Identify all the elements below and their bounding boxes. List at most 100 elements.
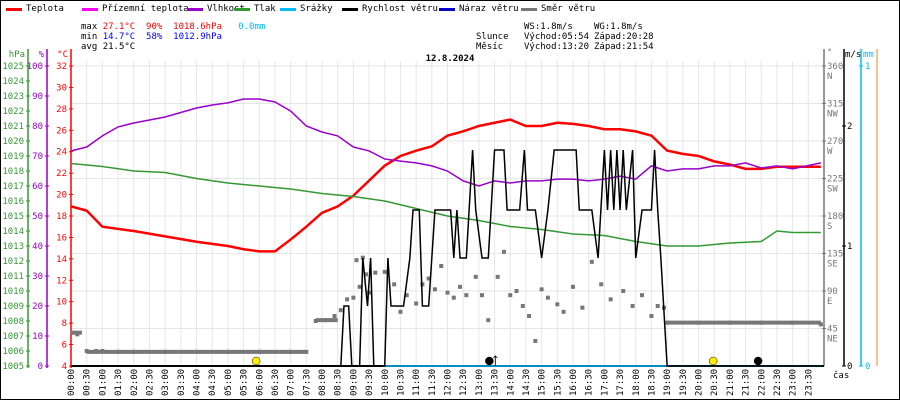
moonrise-time: Východ:13:20 [524, 42, 590, 52]
wind-direction-point [539, 287, 544, 292]
x-tick-label: 16:30 [585, 369, 595, 396]
pressure-tick-label: 1006 [2, 347, 24, 357]
wind-direction-point [555, 302, 560, 307]
x-tick-label: 19:30 [679, 369, 689, 396]
x-tick-label: 04:30 [208, 369, 218, 396]
x-tick-label: 02:00 [130, 369, 140, 396]
x-tick-label: 20:30 [710, 369, 720, 396]
temperature-tick-label: 4 [62, 362, 67, 372]
moonset-marker [753, 356, 763, 366]
wind-direction-point [561, 309, 566, 314]
pressure-tick-label: 1009 [2, 302, 24, 312]
wind-direction-point [382, 269, 387, 274]
pressure-tick-label: 1017 [2, 182, 24, 192]
pressure-tick-label: 1013 [2, 242, 24, 252]
x-tick-label: 07:30 [302, 369, 312, 396]
rain-tick-label: 1 [865, 62, 870, 72]
wind-direction-point [480, 293, 485, 298]
direction-compass-label: W [827, 147, 833, 157]
x-tick-label: 10:30 [396, 369, 406, 396]
x-tick-label: 13:00 [475, 369, 485, 396]
avg-label: avg [81, 42, 98, 52]
temperature-tick-label: 12 [56, 276, 67, 286]
temperature-tick-label: 30 [56, 83, 67, 93]
sunrise-marker [251, 356, 261, 366]
pressure-tick-label: 1010 [2, 287, 24, 297]
x-tick-label: 00:30 [83, 369, 93, 396]
temperature-tick-label: 8 [62, 319, 67, 329]
temperature-axis-unit: °C [57, 50, 68, 60]
max-pressure: 1018.6hPa [173, 22, 222, 32]
x-tick-label: 01:30 [114, 369, 124, 396]
max-rain: 0.0mm [238, 22, 266, 32]
x-tick-label: 18:00 [632, 369, 642, 396]
wind-direction-point [398, 309, 403, 314]
direction-tick-label: 45 [827, 325, 838, 335]
direction-tick-label: 270 [827, 137, 843, 147]
rain-tick-label: 0 [865, 362, 870, 372]
direction-axis-unit: ° [827, 48, 832, 58]
wind-direction-point [486, 318, 491, 323]
pressure-tick-label: 1015 [2, 212, 24, 222]
temperature-tick-label: 32 [56, 62, 67, 72]
max-humidity: 90% [146, 22, 163, 32]
direction-compass-label: SW [827, 185, 838, 195]
x-tick-label: 08:30 [334, 369, 344, 396]
direction-compass-label: SE [827, 260, 838, 270]
wind-direction-point [608, 297, 613, 302]
x-tick-label: 09:30 [365, 369, 375, 396]
moonrise-marker [485, 356, 494, 366]
pressure-tick-label: 1024 [2, 77, 24, 87]
series-wind-speed-line [71, 149, 821, 367]
x-tick-label: 18:30 [647, 369, 657, 396]
wind-tick-label: 1 [847, 242, 852, 252]
x-tick-label: 10:00 [381, 369, 391, 396]
moon-label: Měsíc [476, 42, 504, 52]
legend-swatch [187, 7, 203, 11]
wind-direction-point [495, 274, 500, 279]
wind-direction-point [392, 282, 397, 287]
pressure-tick-label: 1025 [2, 62, 24, 72]
legend-item: Směr větru [521, 4, 595, 14]
x-tick-label: 05:30 [240, 369, 250, 396]
direction-compass-label: S [827, 222, 832, 232]
wind-direction-point [599, 282, 604, 287]
wind-direction-point [432, 287, 437, 292]
legend-swatch [234, 7, 250, 11]
x-tick-label: 15:00 [538, 369, 548, 396]
wind-direction-point [580, 305, 585, 310]
wind-direction-point [464, 293, 469, 298]
legend-label: Teplota [26, 4, 64, 14]
pressure-tick-label: 1021 [2, 122, 24, 132]
legend-label: Přízemní teplota [102, 4, 189, 14]
humidity-axis-unit: % [39, 50, 45, 60]
arrow-up-icon [493, 355, 498, 366]
x-tick-label: 04:00 [193, 369, 203, 396]
wind-direction-point [589, 259, 594, 264]
wind-direction-point [640, 293, 645, 298]
x-tick-label: 03:30 [177, 369, 187, 396]
series-pressure-line [70, 162, 821, 247]
wind-direction-point [445, 290, 450, 295]
wind-direction-point [373, 270, 378, 275]
wind-tick-label: 0 [847, 362, 852, 372]
legend-swatch [521, 7, 537, 11]
pressure-tick-label: 1008 [2, 317, 24, 327]
legend-label: Náraz větru [459, 4, 519, 14]
wind-direction-point [545, 295, 550, 300]
wind-direction-point [458, 284, 463, 289]
direction-compass-label: NW [827, 110, 838, 120]
min-label: min [81, 32, 98, 42]
wind-direction-point [655, 304, 660, 308]
legend-item: Náraz větru [439, 4, 519, 14]
direction-tick-label: 360 [827, 62, 843, 72]
x-tick-label: 17:00 [600, 369, 610, 396]
direction-tick-label: 90 [827, 287, 838, 297]
x-tick-label: 13:30 [491, 369, 501, 396]
x-tick-label: 22:30 [773, 369, 783, 396]
x-tick-label: 23:30 [804, 369, 814, 396]
wind-axis-unit: m/s [845, 50, 861, 60]
x-tick-label: 14:00 [506, 369, 516, 396]
wind-direction-point [473, 274, 478, 279]
